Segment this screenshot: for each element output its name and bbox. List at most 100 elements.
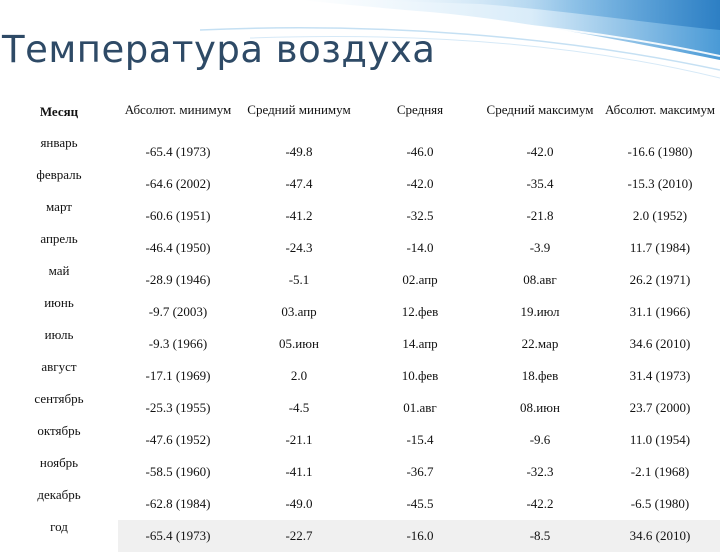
abs-min-cell: -25.3 (1955) (145, 400, 211, 415)
avg-cell: 12.фев (401, 304, 439, 319)
avg-min-cell: -21.1 (285, 432, 313, 447)
avg-cell: -14.0 (406, 240, 434, 255)
abs-min-cell: -64.6 (2002) (145, 176, 211, 191)
avg-max-cell: 22.мар (521, 336, 559, 351)
avg-min-cell: -22.7 (238, 520, 360, 552)
wave-decoration (0, 0, 720, 80)
month-cell: июнь (44, 295, 74, 310)
abs-min-cell: -9.7 (2003) (148, 304, 208, 319)
avg-max-cell: -8.5 (480, 520, 600, 552)
avg-cell: 10.фев (401, 368, 439, 383)
table-row: год -65.4 (1973) -22.7 -16.0 -8.5 34.6 (2010) (0, 520, 720, 552)
avg-min-cell: 2.0 (290, 368, 308, 383)
month-cell: февраль (36, 167, 82, 182)
avg-min-cell: -47.4 (285, 176, 313, 191)
abs-max-cell: 31.1 (1966) (629, 304, 691, 319)
table-row: август -17.1 (1969) 2.0 10.фев 18.фев 31.4 (1… (0, 360, 720, 392)
abs-min-cell: -28.9 (1946) (145, 272, 211, 287)
abs-max-cell: 11.0 (1954) (629, 432, 691, 447)
month-cell: ноябрь (39, 455, 79, 470)
avg-max-cell: -42.2 (526, 496, 554, 511)
table-row: июнь -9.7 (2003) 03.апр 12.фев 19.июл 31.1 (1… (0, 296, 720, 328)
abs-max-cell: 34.6 (2010) (629, 336, 691, 351)
abs-min-cell: -47.6 (1952) (145, 432, 211, 447)
month-cell: апрель (40, 231, 78, 246)
avg-min-cell: 05.июн (279, 336, 319, 351)
avg-cell: -46.0 (406, 144, 434, 159)
avg-max-cell: 08.авг (523, 272, 557, 287)
temperature-table: Месяц Абсолют. минимум Средний минимум С… (0, 82, 720, 552)
abs-min-cell: -65.4 (1973) (118, 520, 238, 552)
month-cell: год (0, 520, 118, 552)
avg-min-cell: -49.8 (285, 144, 313, 159)
avg-cell: -32.5 (406, 208, 434, 223)
avg-cell: -15.4 (406, 432, 434, 447)
avg-max-cell: -32.3 (526, 464, 554, 479)
month-cell: август (41, 359, 77, 374)
title-decoration (0, 0, 720, 80)
abs-min-cell: -58.5 (1960) (145, 464, 211, 479)
month-cell: январь (40, 135, 78, 150)
abs-max-cell: -15.3 (2010) (627, 176, 693, 191)
avg-cell: -42.0 (406, 176, 434, 191)
table-row: июль -9.3 (1966) 05.июн 14.апр 22.мар 34.6 (2… (0, 328, 720, 360)
avg-max-cell: -35.4 (526, 176, 554, 191)
avg-min-cell: -41.1 (285, 464, 313, 479)
avg-cell: -45.5 (406, 496, 434, 511)
avg-max-cell: -21.8 (526, 208, 554, 223)
avg-max-cell: -42.0 (526, 144, 554, 159)
avg-min-cell: -5.1 (288, 272, 310, 287)
month-cell: июль (44, 327, 74, 342)
table-row: октябрь -47.6 (1952) -21.1 -15.4 -9.6 11.0 (1… (0, 424, 720, 456)
avg-cell: 01.авг (403, 400, 437, 415)
header-avg-max: Средний максимум (486, 101, 594, 117)
abs-max-cell: -6.5 (1980) (630, 496, 690, 511)
avg-min-cell: 03.апр (281, 304, 317, 319)
table-row: сентябрь -25.3 (1955) -4.5 01.авг 08.июн 23.7… (0, 392, 720, 424)
avg-max-cell: 18.фев (521, 368, 559, 383)
abs-max-cell: 26.2 (1971) (629, 272, 691, 287)
month-cell: сентябрь (34, 391, 84, 406)
abs-min-cell: -9.3 (1966) (148, 336, 208, 351)
abs-max-cell: 34.6 (2010) (600, 520, 720, 552)
table-row: март -60.6 (1951) -41.2 -32.5 -21.8 2.0 (1952… (0, 200, 720, 232)
table-row: февраль -64.6 (2002) -47.4 -42.0 -35.4 -15.3 … (0, 168, 720, 200)
abs-max-cell: 11.7 (1984) (629, 240, 691, 255)
header-month: Месяц (39, 103, 79, 119)
table-row: апрель -46.4 (1950) -24.3 -14.0 -3.9 11.7 (19… (0, 232, 720, 264)
month-cell: декабрь (37, 487, 81, 502)
abs-min-cell: -65.4 (1973) (145, 144, 211, 159)
avg-cell: 02.апр (402, 272, 438, 287)
abs-min-cell: -46.4 (1950) (145, 240, 211, 255)
table-row: май -28.9 (1946) -5.1 02.апр 08.авг 26.2 (197… (0, 264, 720, 296)
avg-min-cell: -41.2 (285, 208, 313, 223)
abs-min-cell: -17.1 (1969) (145, 368, 211, 383)
header-abs-min: Абсолют. минимум (124, 101, 232, 117)
header-abs-max: Абсолют. максимум (604, 101, 716, 117)
header-avg: Средняя (396, 101, 444, 117)
table-header-row: Месяц Абсолют. минимум Средний минимум С… (0, 82, 720, 136)
table-row: январь -65.4 (1973) -49.8 -46.0 -42.0 -16.6 (… (0, 136, 720, 168)
abs-max-cell: -2.1 (1968) (630, 464, 690, 479)
page-title: Температура воздуха (2, 28, 436, 71)
avg-cell: 14.апр (402, 336, 438, 351)
abs-min-cell: -60.6 (1951) (145, 208, 211, 223)
month-cell: март (46, 199, 72, 214)
avg-min-cell: -49.0 (285, 496, 313, 511)
header-avg-min: Средний минимум (247, 101, 351, 117)
table-row: декабрь -62.8 (1984) -49.0 -45.5 -42.2 -6.5 (… (0, 488, 720, 520)
avg-min-cell: -4.5 (288, 400, 310, 415)
avg-cell: -36.7 (406, 464, 434, 479)
month-cell: май (48, 263, 70, 278)
avg-max-cell: 19.июл (520, 304, 560, 319)
abs-max-cell: 2.0 (1952) (632, 208, 688, 223)
month-cell: октябрь (37, 423, 81, 438)
avg-cell: -16.0 (360, 520, 480, 552)
abs-max-cell: -16.6 (1980) (627, 144, 693, 159)
table-row: ноябрь -58.5 (1960) -41.1 -36.7 -32.3 -2.1 (1… (0, 456, 720, 488)
abs-min-cell: -62.8 (1984) (145, 496, 211, 511)
avg-max-cell: 08.июн (520, 400, 560, 415)
avg-min-cell: -24.3 (285, 240, 313, 255)
abs-max-cell: 31.4 (1973) (629, 368, 691, 383)
avg-max-cell: -9.6 (529, 432, 551, 447)
